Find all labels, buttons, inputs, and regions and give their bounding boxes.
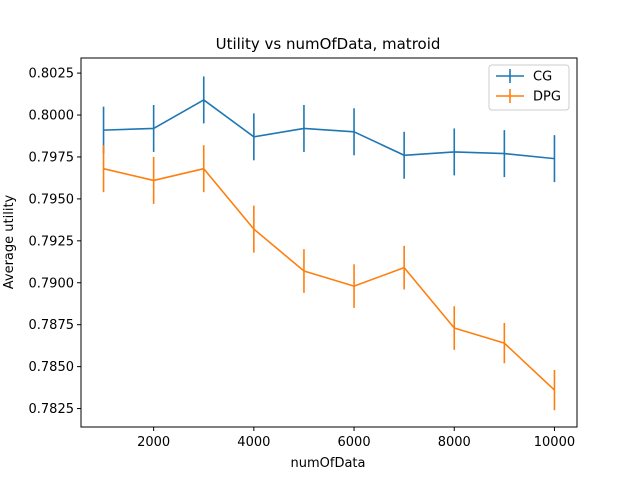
y-tick-label: 0.8000 [29,109,75,124]
y-axis-label: Average utility [2,194,17,289]
legend-item-dpg: DPG [496,89,561,105]
x-axis-label: numOfData [291,456,366,471]
x-tick-label: 2000 [137,435,170,450]
y-tick-label: 0.8025 [29,67,75,82]
y-tick-label: 0.7975 [29,150,75,165]
legend-entries: CG DPG [496,69,561,105]
tick-layer: 2000 4000 6000 8000 10000 0.7825 0.7850 0.7875 0… [29,67,576,450]
plot-area-frame [80,57,578,428]
series-line-cg [103,99,555,160]
x-tick-label: 6000 [338,435,371,450]
y-tick-label: 0.7925 [29,234,75,249]
series-dpg [102,145,556,411]
y-tick-label: 0.7875 [29,318,75,333]
y-tick-label: 0.7825 [29,402,75,417]
y-tick-label: 0.7850 [29,360,75,375]
legend: CG DPG [488,64,570,111]
legend-label-cg: CG [533,70,552,85]
legend-label-dpg: DPG [533,90,561,105]
x-tick-label: 8000 [438,435,471,450]
y-tick-label: 0.7900 [29,276,75,291]
y-tick-label: 0.7950 [29,192,75,207]
x-tick-label: 4000 [237,435,270,450]
chart-title: Utility vs numOfData, matroid [216,35,441,53]
x-tick-label: 10000 [534,435,575,450]
legend-item-cg: CG [496,69,552,85]
series-cg [102,76,556,183]
series-line-dpg [103,167,555,391]
series-layer [102,76,556,411]
